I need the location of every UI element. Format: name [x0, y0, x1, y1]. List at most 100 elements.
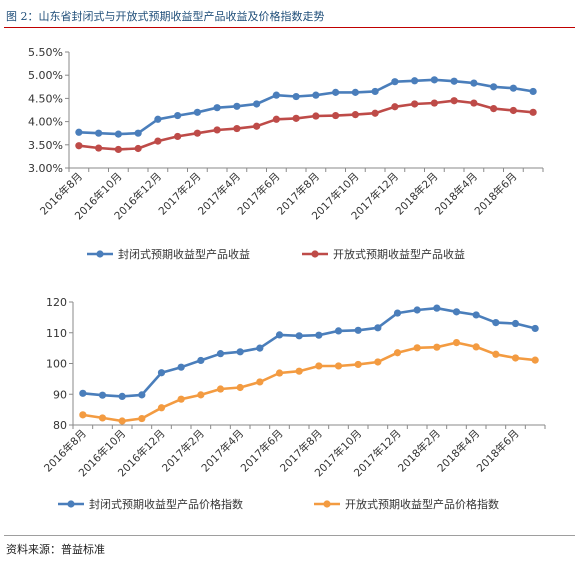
series-2-point — [470, 99, 478, 107]
series-1-point — [371, 87, 379, 96]
y-tick-label: 3.00% — [28, 162, 63, 175]
series-2-point — [531, 356, 539, 364]
y-tick-label: 5.50% — [28, 46, 63, 59]
series-line-2 — [82, 341, 536, 423]
legend-label-2: 开放式预期收益型产品价格指数 — [345, 497, 499, 511]
y-tick-label: 120 — [46, 296, 67, 309]
title-rule — [4, 27, 575, 28]
legend-marker-2 — [311, 250, 319, 258]
y-tick-label: 5.00% — [28, 69, 63, 82]
source-rule — [4, 535, 575, 536]
legend-label-1: 封闭式预期收益型产品价格指数 — [89, 497, 243, 511]
series-1-point — [509, 84, 517, 92]
series-2-point — [75, 142, 83, 150]
series-1-point — [529, 87, 537, 96]
series-2-point — [413, 344, 421, 352]
series-2-point — [490, 105, 498, 113]
series-1-point — [531, 324, 539, 333]
series-1-point — [295, 332, 303, 340]
series-2-point — [256, 378, 264, 386]
series-1-point — [236, 348, 244, 356]
series-2-point — [492, 350, 500, 358]
y-tick-label: 4.00% — [28, 116, 63, 129]
series-1-point — [450, 77, 458, 85]
series-1-point — [374, 324, 382, 332]
series-1-point — [197, 356, 205, 365]
series-1-point — [193, 108, 201, 116]
series-2-point — [272, 115, 280, 123]
series-2-point — [253, 122, 261, 130]
series-2-point — [411, 100, 419, 108]
series-1-point — [354, 326, 362, 334]
series-2-point — [315, 362, 323, 370]
series-1-point — [216, 350, 225, 358]
series-2-point — [332, 111, 340, 120]
series-1-point — [177, 363, 185, 371]
series-2-point — [118, 417, 126, 425]
y-tick-label: 100 — [46, 358, 67, 371]
series-2-point — [450, 97, 458, 105]
series-2-point — [236, 383, 244, 392]
series-2-point — [134, 144, 142, 153]
y-tick-label: 3.50% — [28, 139, 63, 152]
price-index-line-chart: 80901001101202016年8月2016年10月2016年12月2017… — [41, 296, 546, 511]
series-1-point — [332, 88, 340, 96]
series-2-point — [193, 129, 201, 137]
series-line-1 — [78, 78, 534, 136]
series-1-point — [134, 129, 142, 137]
series-1-point — [391, 78, 399, 86]
series-1-point — [452, 308, 461, 316]
series-2-point — [371, 109, 379, 117]
series-1-point — [430, 76, 438, 84]
figure-title: 图 2：山东省封闭式与开放式预期收益型产品收益及价格指数走势 — [6, 10, 325, 23]
series-1-point — [79, 389, 87, 397]
series-2-point — [98, 414, 107, 422]
series-2-point — [154, 137, 162, 145]
series-2-point — [312, 112, 320, 120]
series-1-point — [233, 102, 241, 110]
series-2-point — [509, 106, 517, 115]
series-1-point — [157, 369, 166, 377]
yield-line-chart: 3.00%3.50%4.00%4.50%5.00%5.50%2016年8月201… — [28, 46, 544, 261]
series-1-point — [315, 331, 323, 339]
series-2-point — [275, 369, 284, 377]
series-2-point — [95, 144, 103, 152]
series-1-point — [312, 91, 320, 99]
series-2-point — [351, 111, 359, 119]
series-2-point — [174, 132, 182, 141]
series-2-point — [529, 108, 537, 116]
series-2-point — [292, 114, 300, 122]
source-note: 资料来源：普益标准 — [6, 543, 105, 556]
series-2-point — [391, 103, 399, 111]
series-2-point — [213, 126, 221, 134]
series-1-point — [174, 111, 182, 120]
x-tick-label: 2018年6月 — [472, 170, 520, 218]
series-2-point — [295, 367, 303, 375]
series-2-point — [138, 414, 146, 423]
series-1-point — [413, 306, 421, 314]
series-1-point — [95, 129, 103, 137]
series-1-point — [472, 311, 480, 319]
series-1-point — [492, 319, 500, 327]
series-2-point — [233, 124, 241, 133]
series-1-point — [433, 304, 441, 312]
series-2-point — [216, 385, 225, 393]
legend-marker-2 — [323, 500, 331, 508]
series-1-point — [292, 92, 300, 101]
legend-label-1: 封闭式预期收益型产品收益 — [118, 247, 250, 261]
legend-label-2: 开放式预期收益型产品收益 — [333, 247, 465, 261]
series-line-1 — [82, 306, 536, 398]
series-1-point — [114, 130, 122, 138]
series-2-point — [393, 349, 402, 357]
legend-marker-1 — [67, 500, 75, 508]
series-1-point — [275, 331, 284, 339]
series-1-point — [138, 391, 146, 399]
y-tick-label: 90 — [53, 388, 67, 401]
series-1-point — [154, 115, 162, 123]
series-1-point — [470, 79, 478, 87]
y-tick-label: 4.50% — [28, 92, 63, 105]
series-2-point — [354, 360, 362, 369]
series-2-point — [433, 343, 441, 351]
series-1-point — [272, 91, 280, 99]
legend-marker-1 — [96, 250, 104, 258]
